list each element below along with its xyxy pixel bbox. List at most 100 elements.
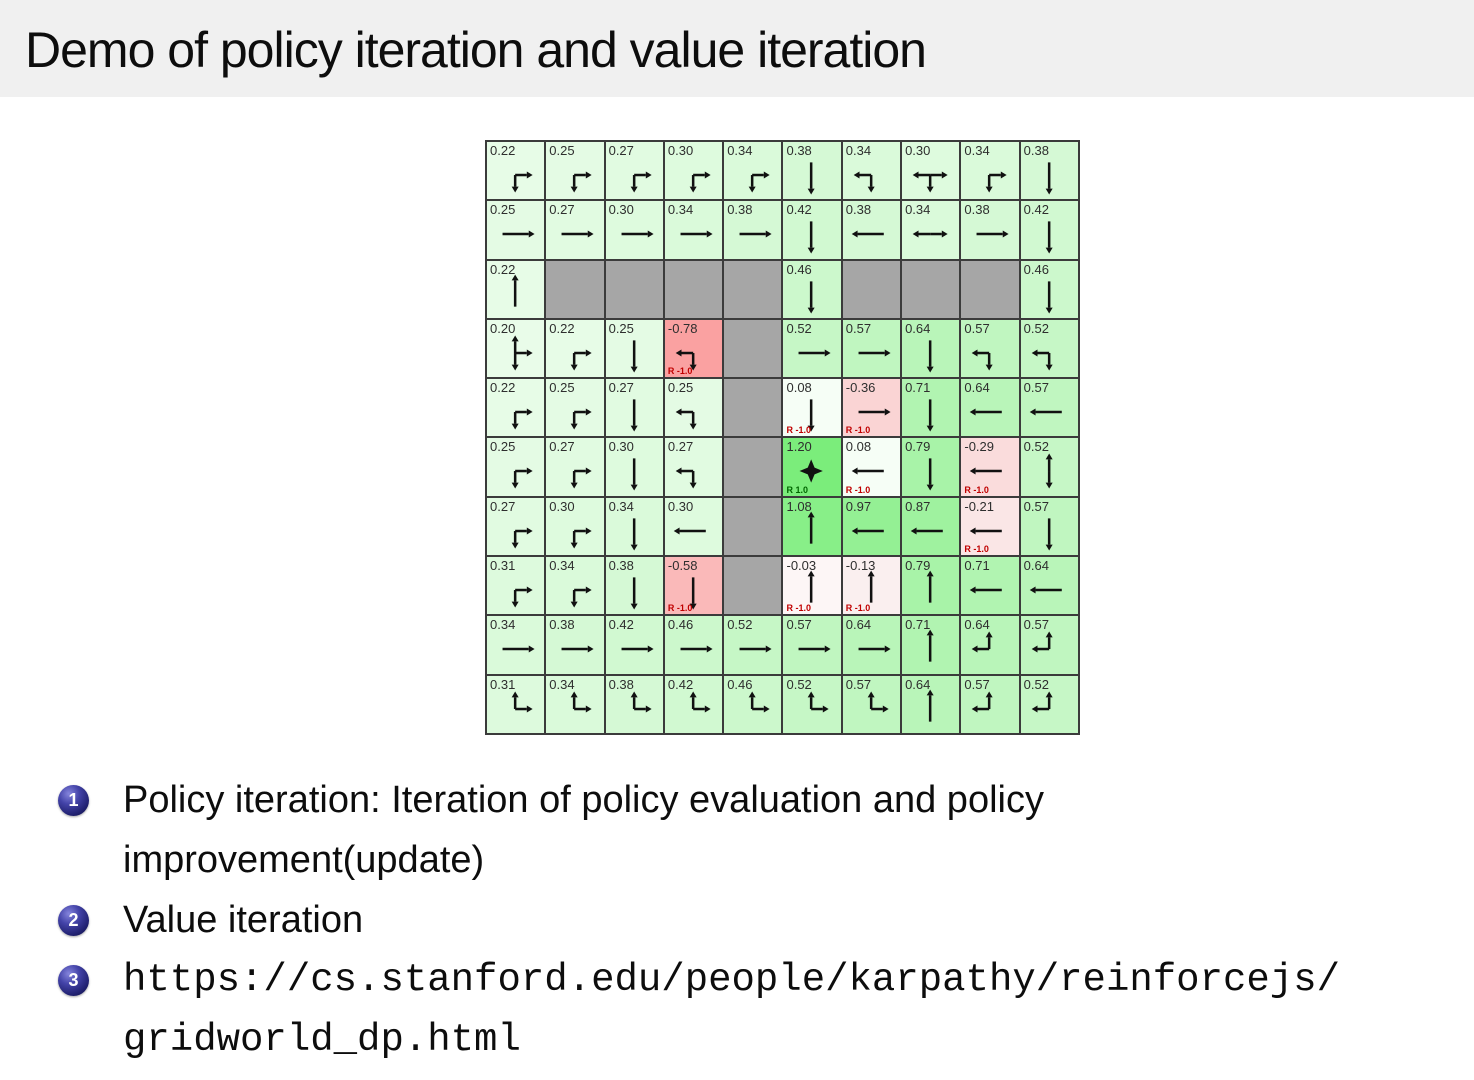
policy-arrow-icon — [739, 230, 772, 238]
item-text: Policy iteration: Iteration of policy ev… — [123, 770, 1044, 890]
cell-value: 1.08 — [786, 498, 812, 514]
policy-arrow-icon — [680, 645, 713, 653]
grid-cell: 0.71 — [901, 615, 961, 675]
cell-value: 0.64 — [964, 380, 990, 396]
policy-arrow-icon — [926, 340, 934, 373]
grid-cell: 0.57 — [782, 615, 842, 675]
grid-cell: 0.30 — [604, 200, 664, 260]
grid-cell: 0.64 — [901, 674, 961, 734]
grid-cell: 0.34 — [960, 141, 1020, 201]
reference-url: https://cs.stanford.edu/people/karpathy/… — [123, 950, 1340, 1070]
cell-value: 0.42 — [608, 617, 634, 633]
reward-label: R 1.0 — [786, 484, 808, 495]
reward-label: R -1.0 — [964, 544, 989, 555]
policy-arrow-icon — [511, 691, 533, 713]
cell-value: 0.52 — [786, 676, 812, 692]
grid-cell: 0.30 — [545, 496, 605, 557]
cell-value: 0.25 — [549, 380, 575, 396]
grid-cell: 0.27 — [663, 437, 724, 497]
wall-cell — [723, 378, 783, 438]
cell-value: 0.27 — [608, 380, 634, 396]
grid-cell: 0.42 — [604, 615, 664, 675]
grid-cell: 0.52 — [782, 318, 842, 379]
wall-cell — [723, 437, 783, 497]
cell-value: -0.78 — [667, 320, 698, 336]
item-line: https://cs.stanford.edu/people/karpathy/… — [123, 958, 1340, 1002]
policy-arrow-icon — [970, 408, 1003, 416]
policy-arrow-icon — [926, 629, 934, 663]
cell-value: 0.30 — [549, 498, 575, 514]
cell-value: 0.52 — [786, 320, 812, 336]
grid-cell: 1.08 — [782, 496, 842, 557]
reward-label: R -1.0 — [786, 603, 811, 614]
reward-label: R -1.0 — [667, 603, 693, 614]
cell-value: 0.30 — [905, 143, 931, 158]
grid-cell: 0.38 — [960, 200, 1020, 260]
grid-cell: 0.34 — [486, 615, 546, 675]
policy-arrow-icon — [630, 518, 638, 551]
cell-value: 0.34 — [667, 202, 694, 218]
policy-arrow-icon — [851, 527, 884, 535]
cell-value: 0.46 — [727, 676, 753, 692]
grid-cell: -0.03 R -1.0 — [782, 556, 842, 616]
grid-cell: 0.27 — [545, 200, 605, 260]
grid-cell: 0.27 — [486, 496, 546, 557]
grid-cell: 0.52 — [723, 615, 783, 675]
grid-cell: 0.57 — [1019, 378, 1079, 438]
grid-cell: 0.46 — [663, 615, 724, 675]
grid-cell: 0.57 — [841, 674, 902, 734]
cell-value: 0.27 — [549, 202, 575, 218]
grid-cell: 0.57 — [1019, 615, 1079, 675]
cell-value: 0.25 — [608, 320, 634, 336]
policy-arrow-icon — [680, 230, 713, 238]
cell-value: -0.36 — [845, 380, 876, 396]
grid-cell: 0.64 — [841, 615, 902, 675]
item-line: improvement(update) — [123, 839, 485, 881]
policy-arrow-icon — [926, 458, 934, 491]
cell-value: 0.52 — [1023, 320, 1049, 336]
policy-arrow-icon — [808, 691, 830, 713]
grid-cell: 0.31 — [486, 556, 546, 616]
policy-arrow-icon — [910, 527, 943, 535]
grid-cell: 0.52 — [1019, 318, 1079, 379]
cell-value: 0.30 — [667, 498, 694, 514]
item-number-badge: 2 — [58, 905, 89, 936]
grid-cell: 0.64 — [1019, 556, 1079, 616]
reward-label: R -1.0 — [845, 425, 871, 436]
wall-cell — [960, 259, 1020, 319]
cell-value: 0.64 — [964, 617, 990, 633]
policy-arrow-icon — [986, 171, 1008, 193]
grid-cell: 0.31 — [486, 674, 546, 734]
cell-value: 0.79 — [905, 558, 931, 574]
cell-value: -0.21 — [964, 498, 995, 514]
policy-arrow-icon — [926, 399, 934, 432]
policy-arrow-icon — [570, 691, 592, 713]
policy-arrow-icon — [689, 691, 711, 713]
policy-arrow-icon — [1045, 162, 1053, 195]
grid-cell: -0.13 R -1.0 — [841, 556, 902, 616]
grid-cell: 0.25 — [604, 318, 664, 379]
policy-arrow-icon — [689, 171, 711, 193]
policy-arrow-icon — [630, 458, 638, 491]
policy-arrow-icon — [511, 408, 533, 430]
policy-arrow-icon — [972, 691, 994, 713]
policy-arrow-icon — [561, 230, 594, 238]
grid-cell: 0.57 — [960, 318, 1020, 379]
item-text: Value iteration — [123, 890, 363, 950]
cell-value: 0.34 — [727, 143, 753, 158]
cell-value: -0.29 — [964, 439, 995, 455]
grid-cell: 0.38 — [782, 141, 842, 201]
cell-value: 0.42 — [786, 202, 812, 218]
policy-arrow-icon — [689, 577, 697, 610]
policy-arrow-icon — [867, 691, 889, 713]
wall-cell — [723, 259, 783, 319]
policy-arrow-icon — [976, 230, 1009, 238]
policy-arrow-icon — [511, 586, 533, 608]
cell-value: 0.57 — [964, 320, 990, 336]
cell-value: 0.52 — [1023, 676, 1049, 692]
wall-cell — [901, 259, 961, 319]
cell-value: 0.71 — [905, 617, 931, 633]
cell-value: 0.57 — [786, 617, 812, 633]
grid-cell: 0.38 — [841, 200, 902, 260]
grid-cell: 0.38 — [723, 200, 783, 260]
